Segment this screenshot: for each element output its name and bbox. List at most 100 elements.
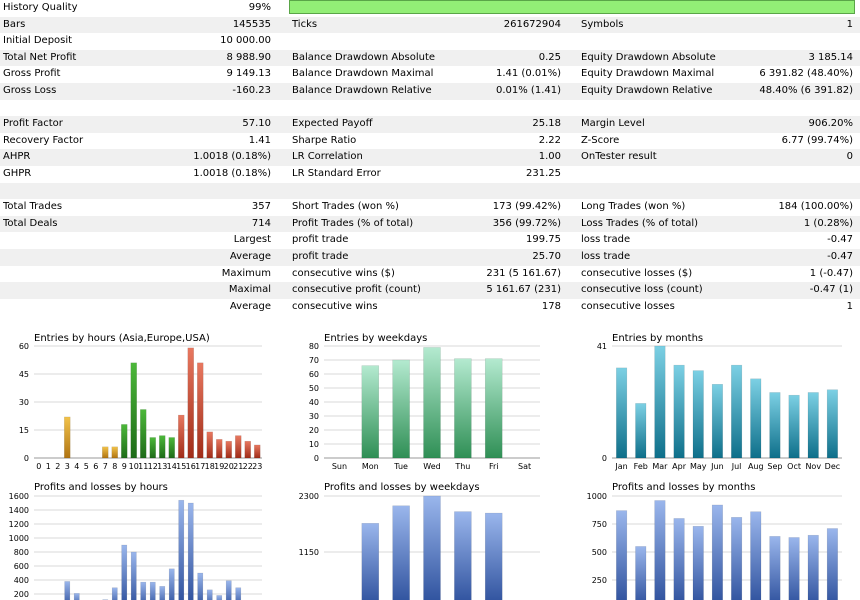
y-tick-label: 80 xyxy=(309,342,319,351)
metric-value: 0 xyxy=(846,151,853,163)
chart-4: Profits and losses by weekdays 1150 2300 xyxy=(299,482,540,600)
bar xyxy=(178,499,185,600)
bar xyxy=(616,367,628,459)
y-tick-label: 500 xyxy=(592,548,607,557)
metric-value xyxy=(460,33,561,50)
metric-label xyxy=(3,232,173,249)
x-tick-label: 0 xyxy=(36,462,41,471)
chart-0: Entries by hours (Asia,Europe,USA)015304… xyxy=(19,333,263,471)
metric-value xyxy=(460,183,561,200)
bar xyxy=(692,525,704,600)
y-tick-label: 50 xyxy=(309,384,319,393)
chart-title: Entries by hours (Asia,Europe,USA) xyxy=(34,333,210,344)
bar xyxy=(392,505,410,600)
y-tick-label: 1400 xyxy=(9,506,29,515)
metric-label: consecutive losses ($) xyxy=(581,267,693,279)
metric-value: 6.77 (99.74%) xyxy=(781,134,853,146)
bar xyxy=(711,504,723,600)
x-tick-label: Mar xyxy=(652,462,668,471)
y-tick-label: 400 xyxy=(14,576,29,585)
metric-value: -160.23 xyxy=(232,84,271,96)
metric-value: 199.75 xyxy=(526,234,561,246)
bar-europe xyxy=(121,424,128,459)
bar xyxy=(149,581,156,600)
x-tick-label: 5 xyxy=(84,462,89,471)
bar-asia xyxy=(64,416,71,459)
bar xyxy=(750,511,762,600)
bar xyxy=(484,512,503,600)
x-tick-label: 1 xyxy=(46,462,51,471)
bar xyxy=(454,511,472,600)
x-tick-label: Oct xyxy=(787,462,801,471)
x-tick-label: 13 xyxy=(157,462,167,471)
chart-3: Profits and losses by hours 200 400 600 800 1… xyxy=(9,482,262,600)
metric-label: Z-Score xyxy=(581,134,620,146)
x-tick-label: Jul xyxy=(731,462,742,471)
bar xyxy=(673,518,685,600)
metric-value: 25.18 xyxy=(532,118,561,130)
metric-value: 906.20% xyxy=(808,118,854,130)
x-tick-label: 19 xyxy=(214,462,224,471)
x-tick-label: 20 xyxy=(224,462,234,471)
metric-label xyxy=(3,299,173,316)
bar xyxy=(225,580,232,600)
metric-value xyxy=(700,183,853,200)
metric-label: loss trade xyxy=(581,234,631,246)
report-row: Total Net Profit 8 988.90 Balance Drawdown… xyxy=(0,49,860,67)
x-tick-label: 9 xyxy=(122,462,127,471)
metric-value: 2.22 xyxy=(538,134,561,146)
metric-value: 0.01% (1.41) xyxy=(495,84,561,96)
x-tick-label: Mon xyxy=(362,462,379,471)
y-tick-label: 0 xyxy=(602,454,607,463)
backtest-report: History Quality 99% Bars 145535 Ticks 26167… xyxy=(0,0,860,316)
metric-label: OnTester result xyxy=(581,151,657,163)
metric-value: 1 (0.28%) xyxy=(803,217,853,229)
bar xyxy=(423,495,441,600)
history-quality-bar xyxy=(289,0,855,14)
metric-value: 10 000.00 xyxy=(220,35,271,47)
metric-value: 714 xyxy=(251,217,271,229)
report-row: Total Trades 357 Short Trades (won %) 173 (… xyxy=(0,199,860,216)
bar xyxy=(769,392,781,459)
charts-svg: Entries by hours (Asia,Europe,USA)015304… xyxy=(9,333,842,600)
metric-value: 356 (99.72%) xyxy=(492,217,561,229)
y-tick-label: 10 xyxy=(309,440,319,449)
y-tick-label: 30 xyxy=(309,412,319,421)
metric-value xyxy=(173,183,271,200)
metric-value: 145535 xyxy=(232,18,271,30)
metric-label: LR Correlation xyxy=(292,151,363,163)
x-tick-label: 12 xyxy=(148,462,158,471)
x-tick-label: Nov xyxy=(805,462,821,471)
y-tick-label: 800 xyxy=(14,548,29,557)
y-tick-label: 1600 xyxy=(9,492,29,501)
x-tick-label: 10 xyxy=(129,462,139,471)
report-row: Maximum consecutive wins ($) 231 (5 161.67… xyxy=(0,266,860,283)
report-row: Average profit trade 25.70 loss trade -0.47 xyxy=(0,248,860,266)
metric-label: Loss Trades (% of total) xyxy=(581,217,699,229)
metric-value: -0.47 xyxy=(827,250,853,262)
chart-title: Profits and losses by months xyxy=(612,482,755,493)
x-tick-label: 7 xyxy=(103,462,108,471)
metric-value: -0.47 (1) xyxy=(809,284,853,296)
y-tick-label: 200 xyxy=(14,590,29,599)
metric-value xyxy=(700,33,853,50)
x-tick-label: 18 xyxy=(205,462,215,471)
metric-label: Gross Profit xyxy=(3,68,61,80)
metric-value: 1.41 (0.01%) xyxy=(495,68,561,80)
y-tick-label: 2300 xyxy=(299,492,319,501)
x-tick-label: 8 xyxy=(112,462,117,471)
x-tick-label: Aug xyxy=(748,462,764,471)
bar-europe xyxy=(149,437,156,459)
bar xyxy=(807,392,819,459)
bar xyxy=(216,595,223,600)
report-row: Recovery Factor 1.41 Sharpe Ratio 2.22 Z-Sco… xyxy=(0,133,860,150)
bar-usa xyxy=(235,435,242,459)
metric-value: 1 xyxy=(846,300,853,312)
y-tick-label: 45 xyxy=(19,370,29,379)
x-tick-label: Sun xyxy=(332,462,347,471)
bar xyxy=(788,537,800,600)
bar xyxy=(731,364,743,459)
y-tick-label: 250 xyxy=(592,576,607,585)
x-tick-label: Sat xyxy=(518,462,531,471)
metric-label: Total Deals xyxy=(3,217,58,229)
